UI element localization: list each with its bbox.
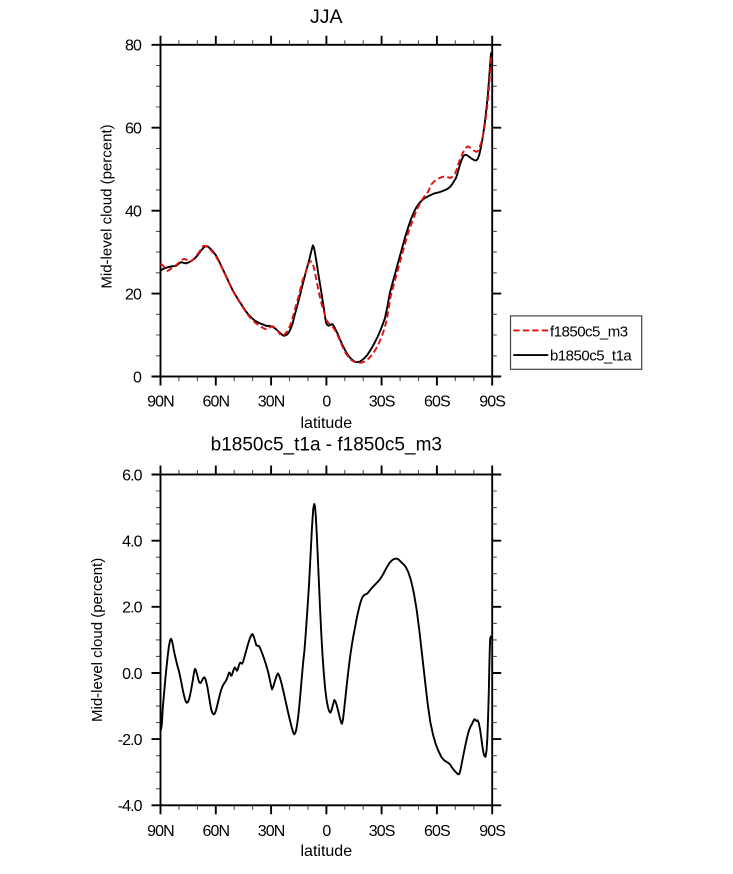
svg-text:latitude: latitude	[301, 843, 353, 860]
svg-text:b1850c5_t1a - f1850c5_m3: b1850c5_t1a - f1850c5_m3	[211, 435, 442, 456]
svg-text:60: 60	[125, 121, 142, 138]
svg-text:60S: 60S	[424, 394, 450, 411]
svg-text:b1850c5_t1a: b1850c5_t1a	[550, 347, 632, 364]
svg-text:-4.0: -4.0	[118, 798, 143, 815]
svg-text:60N: 60N	[202, 394, 229, 411]
svg-text:60S: 60S	[424, 823, 450, 840]
svg-text:JJA: JJA	[310, 6, 343, 28]
svg-text:0: 0	[322, 394, 331, 411]
svg-text:80: 80	[125, 38, 142, 55]
svg-text:f1850c5_m3: f1850c5_m3	[550, 324, 628, 341]
svg-text:0.0: 0.0	[122, 666, 143, 683]
svg-text:30N: 30N	[258, 823, 285, 840]
svg-text:4.0: 4.0	[122, 533, 143, 550]
svg-text:90N: 90N	[147, 823, 174, 840]
svg-text:0: 0	[133, 369, 142, 386]
svg-text:Mid-level cloud (percent): Mid-level cloud (percent)	[89, 558, 106, 722]
svg-text:0: 0	[322, 823, 331, 840]
svg-text:Mid-level cloud (percent): Mid-level cloud (percent)	[99, 124, 116, 288]
svg-text:30S: 30S	[369, 394, 395, 411]
svg-text:90S: 90S	[479, 394, 505, 411]
svg-text:30N: 30N	[258, 394, 285, 411]
svg-text:40: 40	[125, 203, 142, 220]
svg-text:2.0: 2.0	[122, 600, 143, 617]
svg-text:6.0: 6.0	[122, 467, 143, 484]
svg-text:-2.0: -2.0	[118, 732, 143, 749]
svg-text:latitude: latitude	[301, 415, 353, 432]
svg-text:90N: 90N	[147, 394, 174, 411]
svg-text:60N: 60N	[202, 823, 229, 840]
svg-text:20: 20	[125, 286, 142, 303]
svg-text:30S: 30S	[369, 823, 395, 840]
svg-text:90S: 90S	[479, 823, 505, 840]
